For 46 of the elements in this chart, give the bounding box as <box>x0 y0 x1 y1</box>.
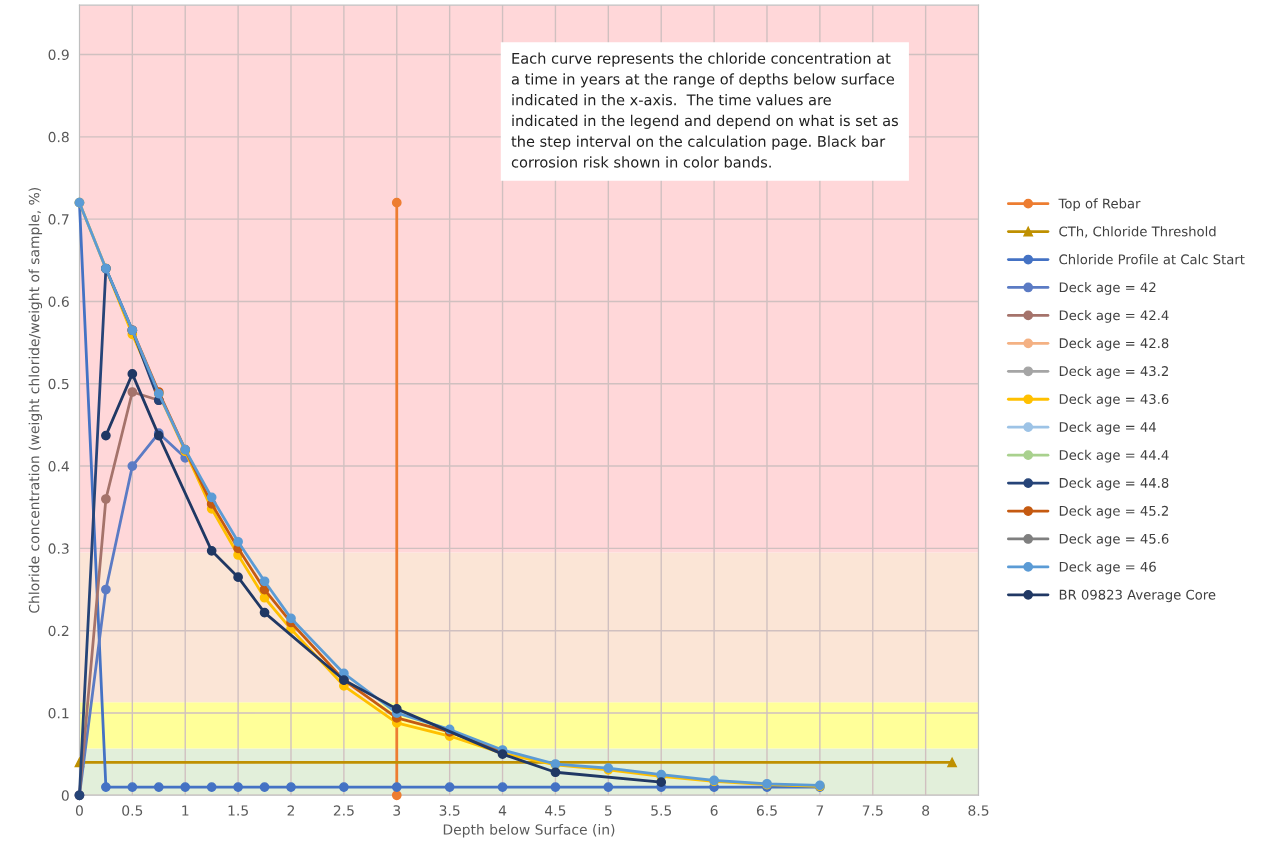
x-tick-label: 7.5 <box>862 805 883 816</box>
x-tick-label: 5.5 <box>651 805 672 816</box>
y-tick-label: 0.3 <box>48 543 69 554</box>
legend-label: Top of Rebar <box>1058 198 1141 211</box>
x-tick-label: 0 <box>75 805 83 816</box>
y-tick-label: 0.9 <box>48 49 69 60</box>
y-tick-label: 0.1 <box>48 707 69 719</box>
y-tick-label: 0.8 <box>48 131 69 143</box>
x-tick-label: 7 <box>816 805 824 816</box>
x-tick-label: 5 <box>604 805 612 816</box>
legend-label: Deck age = 44.8 <box>1059 477 1169 491</box>
annotation: Each curve represents the chloride concentration at a time in years at the range of depths below surface indicated in the x-axis. The time values are indicated in the legend and depend on what is set as the step interval on the calculation page. Black bar corrosion risk shown in color bands. <box>511 52 898 168</box>
y-axis-title: Chloride concentration (weight chloride/weight of sample, %) <box>28 187 43 613</box>
x-axis-title: Depth below Surface (in) <box>443 824 615 838</box>
legend-label: Deck age = 42.4 <box>1059 310 1169 323</box>
x-tick-label: 4.5 <box>545 805 566 816</box>
x-tick-label: 6.5 <box>756 805 777 816</box>
legend-label: Deck age = 44 <box>1059 421 1156 435</box>
legend-label: BR 09823 Average Core <box>1059 589 1216 603</box>
x-tick-label: 8 <box>922 805 930 816</box>
x-tick-label: 0.5 <box>122 805 143 816</box>
x-tick-label: 1.5 <box>228 805 248 816</box>
y-tick-label: 0.6 <box>48 296 69 307</box>
legend-label: Deck age = 42.8 <box>1059 337 1169 351</box>
legend-label: Deck age = 45.6 <box>1059 533 1169 547</box>
legend-label: Chloride Profile at Calc Start <box>1059 254 1245 265</box>
x-tick-label: 6 <box>710 805 718 816</box>
legend-label: Deck age = 42 <box>1059 282 1156 295</box>
legend-label: Deck age = 43.6 <box>1059 393 1169 407</box>
legend-label: Deck age = 44.4 <box>1059 449 1169 463</box>
legend-label: CTh, Chloride Threshold <box>1059 226 1216 238</box>
y-tick-label: 0.5 <box>48 378 69 390</box>
x-tick-label: 3 <box>393 805 401 816</box>
y-tick-label: 0.2 <box>48 625 69 637</box>
x-tick-label: 3.5 <box>439 805 460 816</box>
legend-label: Deck age = 43.2 <box>1059 365 1168 379</box>
y-tick-label: 0.7 <box>48 214 69 225</box>
x-tick-label: 2 <box>287 805 295 816</box>
y-tick-label: 0.4 <box>48 461 69 472</box>
x-tick-label: 8.5 <box>968 805 989 816</box>
y-tick-label: 0 <box>61 790 69 801</box>
legend-label: Deck age = 46 <box>1059 561 1156 575</box>
x-tick-label: 4 <box>498 805 507 816</box>
x-tick-label: 1 <box>182 805 189 816</box>
x-tick-label: 2.5 <box>333 805 354 816</box>
legend-label: Deck age = 45.2 <box>1059 505 1168 519</box>
